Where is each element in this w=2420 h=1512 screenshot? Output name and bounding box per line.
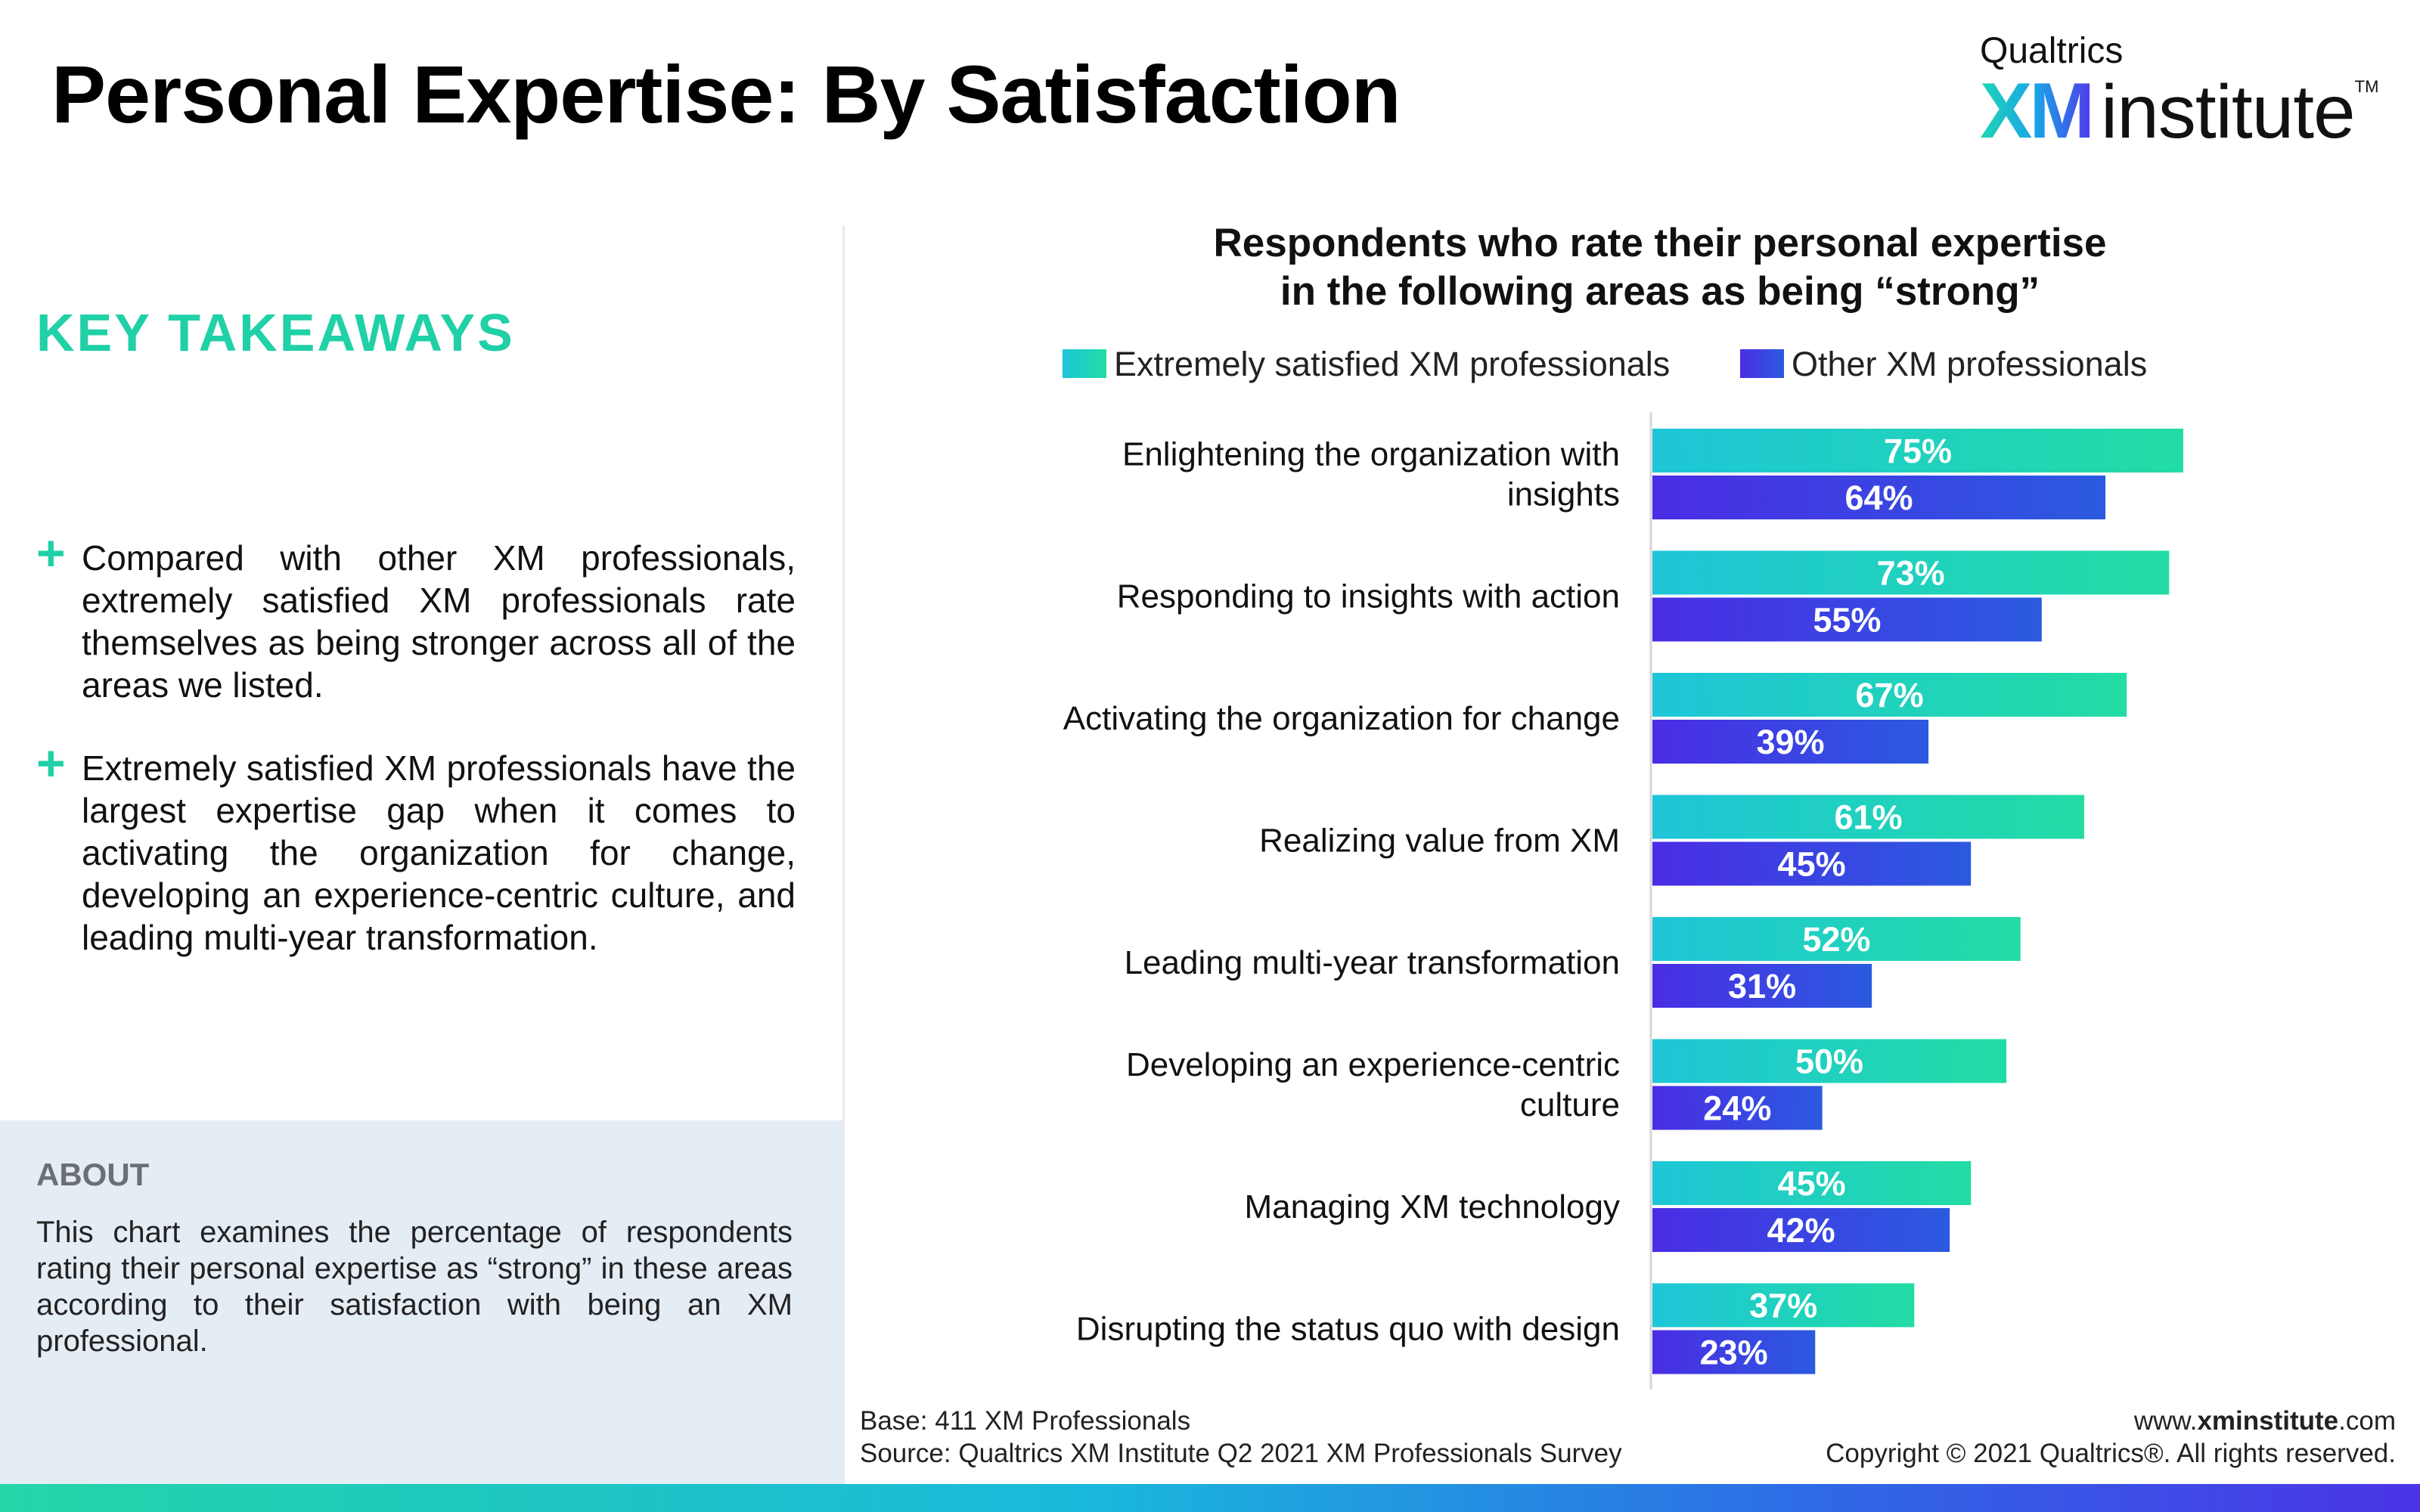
category-label: insights: [1507, 476, 1620, 513]
bar-value-label: 42%: [1767, 1211, 1835, 1250]
legend-label: Other XM professionals: [1792, 345, 2148, 383]
bar-extremely-satisfied-2: [1652, 673, 2127, 717]
bar-value-label: 23%: [1700, 1334, 1768, 1372]
bar-value-label: 45%: [1778, 1164, 1846, 1203]
bar-other-4: [1652, 964, 1872, 1008]
logo-wordmark: XM instituteTM: [1980, 67, 2378, 156]
bar-value-label: 45%: [1778, 845, 1846, 884]
bar-value-label: 55%: [1813, 601, 1881, 640]
takeaway-text: Compared with other XM professionals, ex…: [82, 538, 796, 705]
bar-other-6: [1652, 1208, 1950, 1252]
chart-title: Respondents who rate their personal expe…: [1097, 219, 2223, 316]
footer-base: Base: 411 XM Professionals: [860, 1406, 1191, 1436]
category-label: Managing XM technology: [1244, 1188, 1620, 1225]
bar-extremely-satisfied-1: [1652, 550, 2170, 595]
footer-url-prefix: www.: [2133, 1406, 2198, 1436]
bar-value-label: 31%: [1728, 967, 1796, 1005]
bar-value-label: 64%: [1844, 479, 1913, 517]
category-label: Realizing value from XM: [1259, 823, 1620, 860]
bar-extremely-satisfied-0: [1652, 429, 2183, 472]
bar-other-5: [1652, 1086, 1823, 1130]
footer-url[interactable]: www.xminstitute.com: [1826, 1405, 2396, 1437]
plus-icon: +: [36, 735, 66, 791]
key-takeaways-heading: KEY TAKEAWAYS: [36, 303, 515, 362]
bar-other-0: [1652, 476, 2106, 519]
bar-value-label: 50%: [1795, 1043, 1863, 1081]
category-label: culture: [1520, 1086, 1620, 1123]
bar-other-3: [1652, 841, 1972, 886]
about-heading: ABOUT: [36, 1157, 150, 1192]
vertical-divider: [842, 225, 845, 1484]
chart-title-line: in the following areas as being “strong”: [1280, 269, 2040, 314]
bar-value-label: 24%: [1703, 1089, 1771, 1128]
page-title: Personal Expertise: By Satisfaction: [51, 48, 1401, 140]
category-label: Activating the organization for change: [1063, 700, 1620, 737]
bar-extremely-satisfied-3: [1652, 795, 2084, 839]
footer-source-text: Source: Qualtrics XM Institute Q2 2021 X…: [860, 1439, 1622, 1468]
footer-url-suffix: .com: [2338, 1406, 2396, 1436]
takeaway-item: + Extremely satisfied XM professionals h…: [36, 738, 796, 959]
legend-label: Extremely satisfied XM professionals: [1114, 345, 1671, 383]
about-text: This chart examines the percentage of re…: [36, 1216, 793, 1358]
logo-tm-mark: TM: [2354, 77, 2379, 96]
takeaway-item: + Compared with other XM professionals, …: [36, 528, 796, 706]
category-label: Disrupting the status quo with design: [1076, 1311, 1620, 1348]
category-label: Enlightening the organization with: [1122, 436, 1620, 473]
bar-value-label: 67%: [1856, 676, 1924, 714]
category-label: Leading multi-year transformation: [1125, 944, 1620, 981]
category-label: Developing an experience-centric: [1126, 1046, 1620, 1083]
bar-extremely-satisfied-7: [1652, 1283, 1915, 1328]
legend-swatch: [1740, 349, 1784, 378]
bar-value-label: 75%: [1884, 432, 1952, 470]
chart-title-line: Respondents who rate their personal expe…: [1213, 221, 2107, 265]
bar-other-7: [1652, 1330, 1816, 1374]
bottom-gradient-stripe: [0, 1484, 2420, 1512]
bar-value-label: 61%: [1834, 798, 1902, 837]
logo-qualtrics-text: Qualtrics: [1980, 31, 2124, 71]
bar-value-label: 39%: [1756, 723, 1824, 761]
logo-xm-text: XM: [1980, 67, 2095, 155]
footer-copyright: www.xminstitute.com Copyright © 2021 Qua…: [1826, 1405, 2396, 1470]
xm-institute-logo: Qualtrics XM instituteTM: [1980, 30, 2378, 155]
legend-swatch: [1063, 349, 1106, 378]
logo-institute-text: institute: [2101, 70, 2356, 154]
footer-url-bold: xminstitute: [2197, 1406, 2339, 1436]
bar-extremely-satisfied-6: [1652, 1161, 1972, 1205]
bar-other-1: [1652, 597, 2042, 642]
bar-value-label: 37%: [1749, 1287, 1817, 1325]
bar-value-label: 52%: [1802, 920, 1870, 959]
bar-value-label: 73%: [1877, 554, 1945, 593]
takeaway-text: Extremely satisfied XM professionals hav…: [82, 748, 796, 957]
about-panel: ABOUT This chart examines the percentage…: [0, 1120, 842, 1484]
category-label: Responding to insights with action: [1117, 578, 1620, 615]
bar-other-2: [1652, 720, 1929, 764]
bar-extremely-satisfied-4: [1652, 917, 2021, 961]
plus-icon: +: [36, 525, 66, 581]
footer-copyright-text: Copyright © 2021 Qualtrics®. All rights …: [1826, 1439, 2396, 1468]
footer-source: Base: 411 XM Professionals Source: Qualt…: [860, 1405, 1622, 1470]
bar-extremely-satisfied-5: [1652, 1039, 2006, 1083]
